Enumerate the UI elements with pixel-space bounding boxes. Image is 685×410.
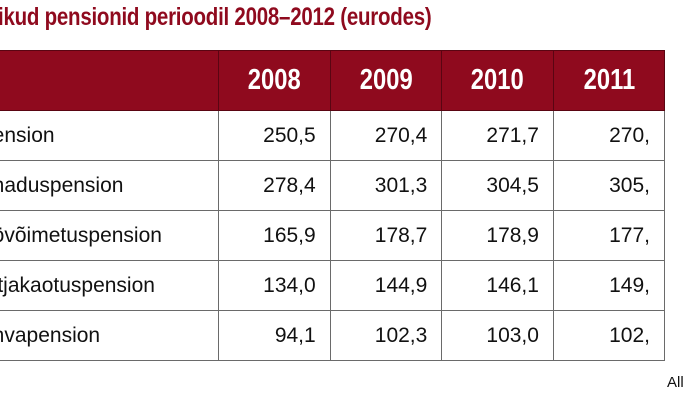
table-cell: 149, [552, 260, 666, 311]
header-cell-label [0, 50, 220, 111]
table-row: bitjakaotuspension 134,0 144,9 146,1 149… [0, 260, 666, 311]
source-note: All [667, 374, 684, 391]
table-cell: 271,7 [441, 110, 554, 161]
table-cell: 278,4 [218, 160, 331, 211]
table-cell: 134,0 [218, 260, 331, 311]
header-cell-2011: 2011 [552, 50, 666, 111]
table-row: pension 250,5 270,4 271,7 270, [0, 110, 666, 161]
header-cell-2010: 2010 [441, 50, 554, 111]
pension-table: 2008 2009 2010 2011 pension 250,5 270,4 … [0, 50, 666, 361]
table-cell: 270,4 [329, 110, 443, 161]
table-cell: 144,9 [329, 260, 443, 311]
table-cell: 146,1 [441, 260, 554, 311]
row-label: öövõimetuspension [0, 210, 220, 261]
table-cell: 250,5 [218, 110, 331, 161]
table-cell: 102,3 [329, 310, 443, 361]
table-row: ahvapension 94,1 102,3 103,0 102, [0, 310, 666, 361]
table-cell: 270, [552, 110, 666, 161]
table-cell: 103,0 [441, 310, 554, 361]
table-title: ikud pensionid perioodil 2008–2012 (euro… [0, 3, 432, 31]
table-cell: 94,1 [218, 310, 331, 361]
row-label: bitjakaotuspension [0, 260, 220, 311]
table-row: öövõimetuspension 165,9 178,7 178,9 177, [0, 210, 666, 261]
table-cell: 165,9 [218, 210, 331, 261]
header-cell-2009: 2009 [329, 50, 443, 111]
row-label: pension [0, 110, 220, 161]
table-cell: 102, [552, 310, 666, 361]
header-row: 2008 2009 2010 2011 [0, 50, 666, 111]
table-cell: 301,3 [329, 160, 443, 211]
table-cell: 178,7 [329, 210, 443, 261]
table-cell: 305, [552, 160, 666, 211]
table-cell: 177, [552, 210, 666, 261]
row-label: ahvapension [0, 310, 220, 361]
table-cell: 304,5 [441, 160, 554, 211]
row-label: anaduspension [0, 160, 220, 211]
table-cell: 178,9 [441, 210, 554, 261]
header-cell-2008: 2008 [218, 50, 331, 111]
table-row: anaduspension 278,4 301,3 304,5 305, [0, 160, 666, 211]
